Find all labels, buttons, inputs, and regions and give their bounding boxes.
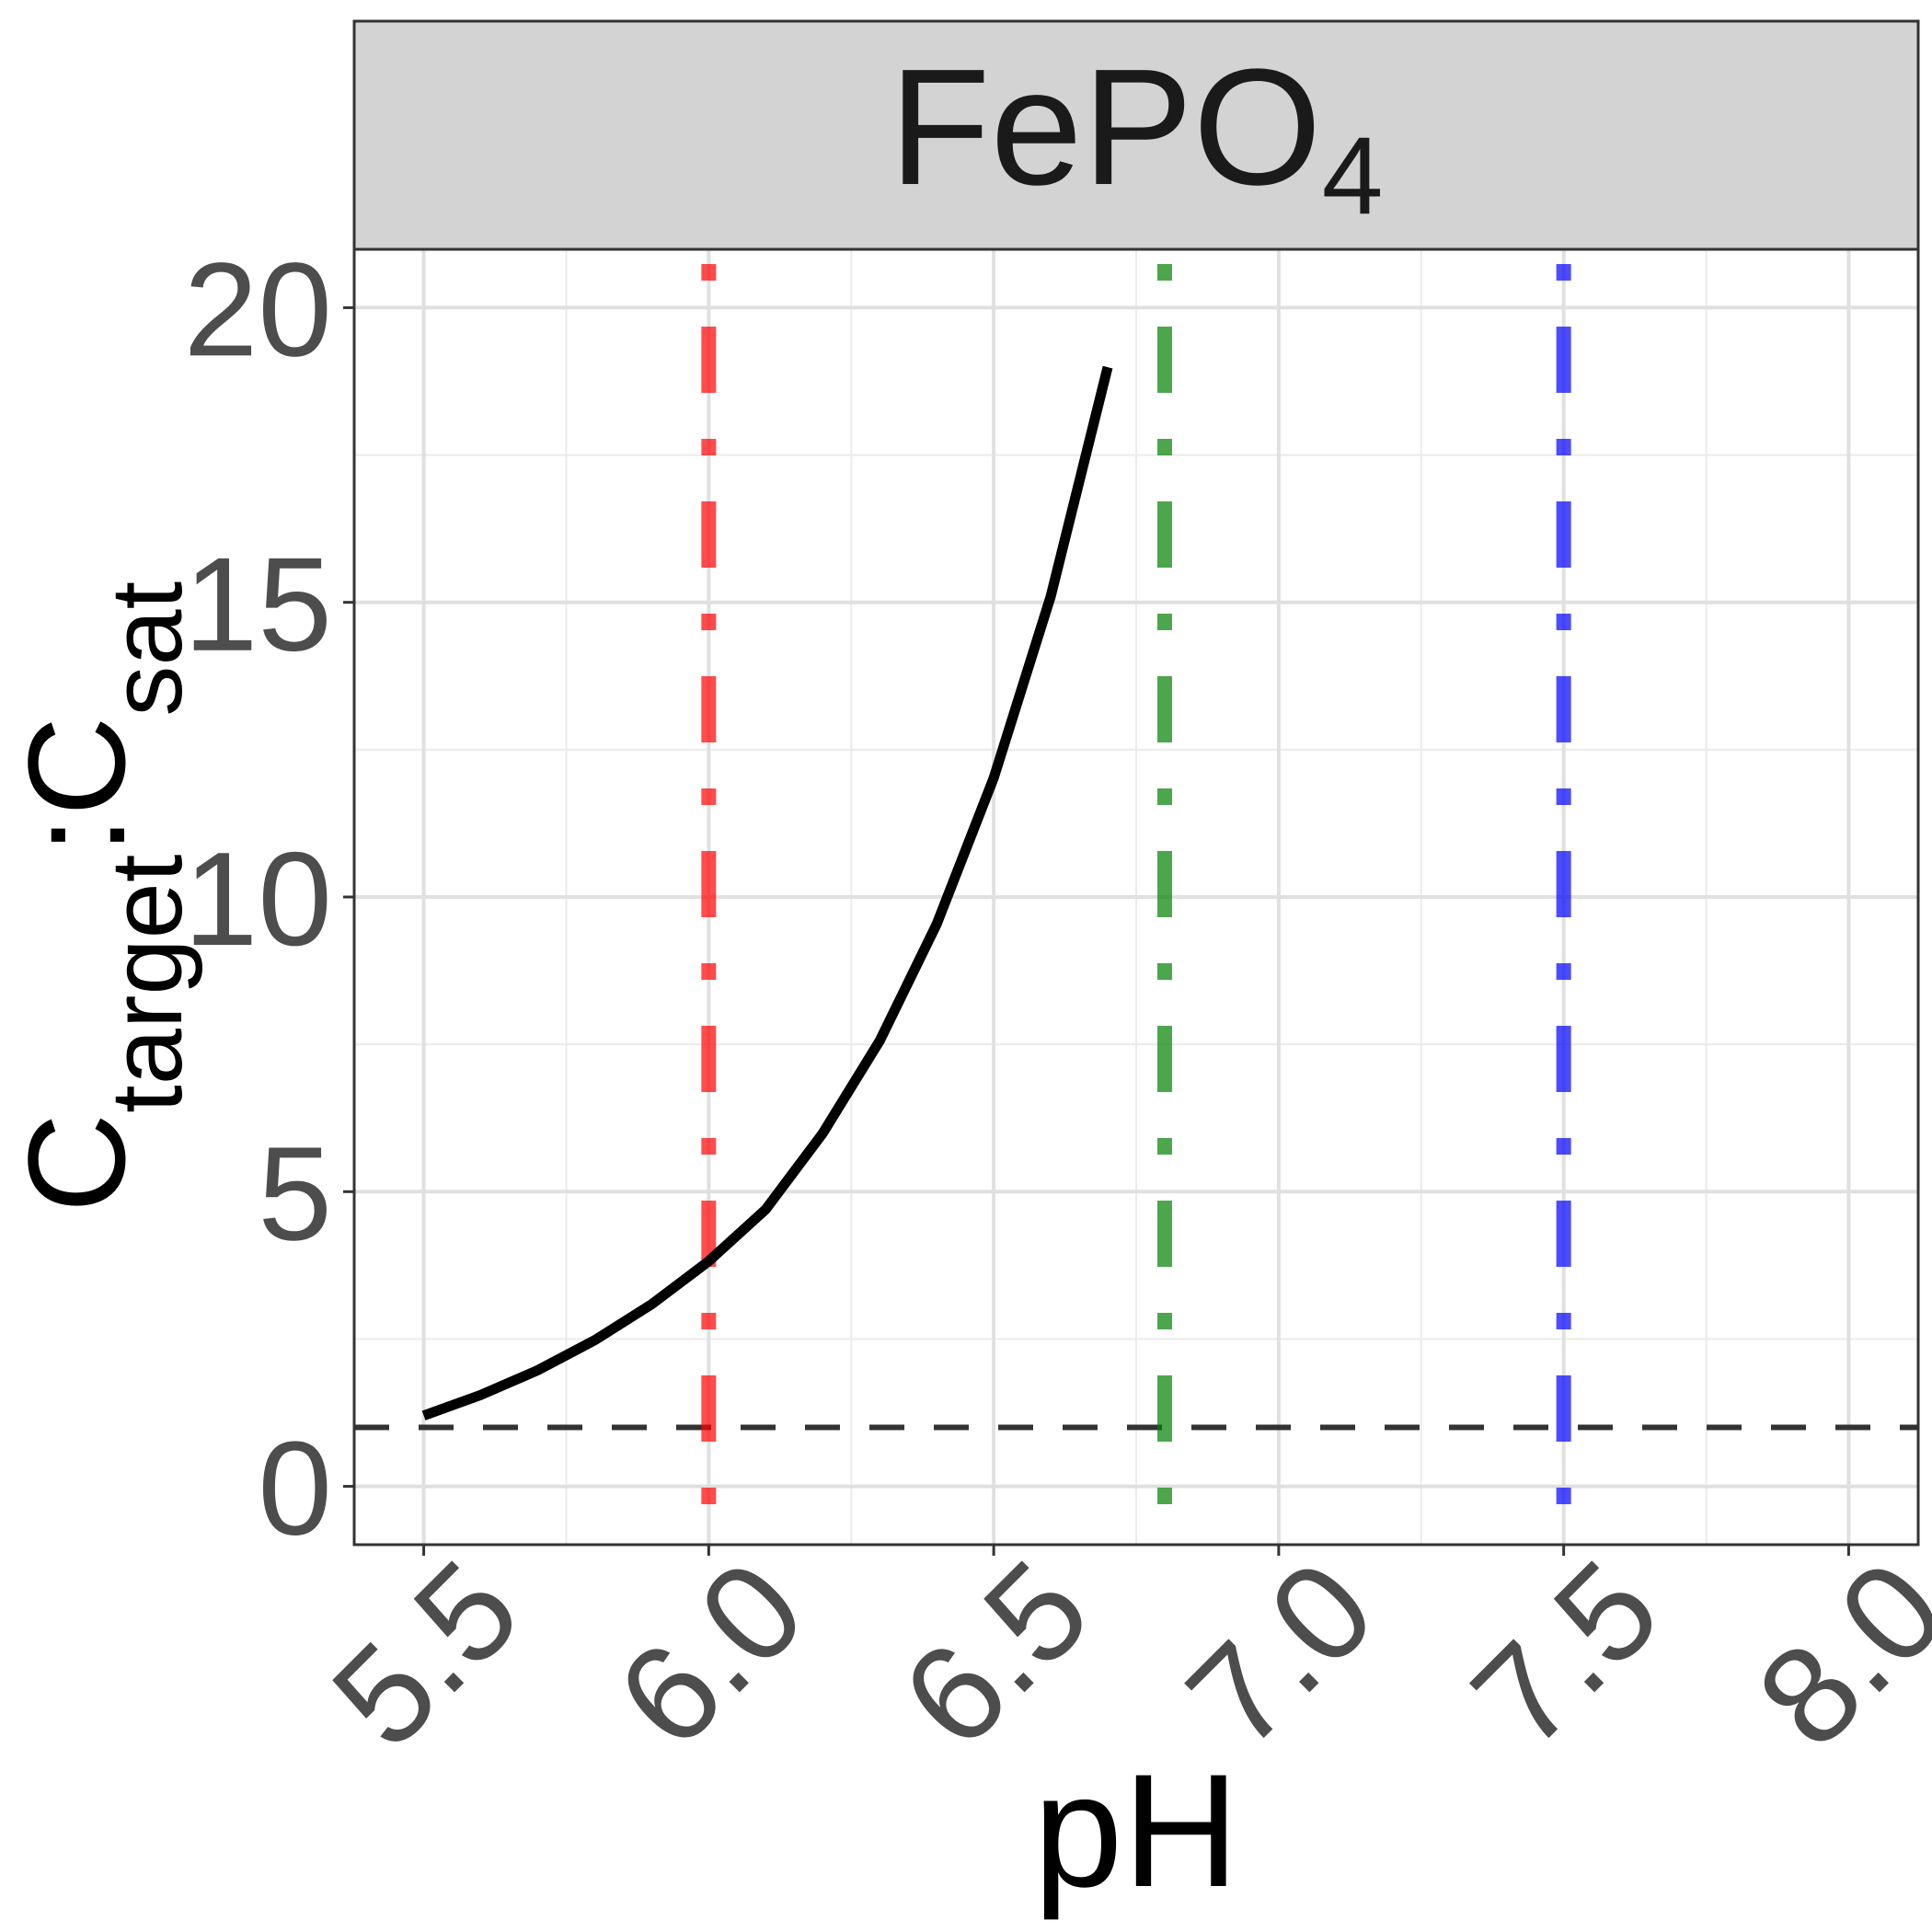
y-title-part: :: [0, 816, 154, 855]
y-title-part: C: [0, 717, 154, 816]
y-tick-label: 20: [184, 235, 332, 384]
y-title-part: C: [0, 1113, 154, 1213]
strip: [352, 19, 1920, 251]
line: [421, 365, 1113, 1420]
title-part: FePO: [890, 35, 1322, 220]
x-axis-title: pH: [1033, 1742, 1239, 1921]
y-tick-label: 10: [184, 824, 332, 973]
y-tick-label: 15: [184, 530, 332, 679]
y-tick-label: 5: [258, 1119, 332, 1268]
y-title-part: target: [90, 855, 203, 1113]
y-title-part: sat: [90, 581, 203, 717]
y-tick-label: 0: [258, 1414, 332, 1563]
panel-border: [352, 247, 1920, 1547]
y-axis-title: Ctarget:Csat: [0, 581, 203, 1213]
title-part: 4: [1322, 114, 1384, 237]
chart-title: FePO4: [890, 35, 1384, 237]
